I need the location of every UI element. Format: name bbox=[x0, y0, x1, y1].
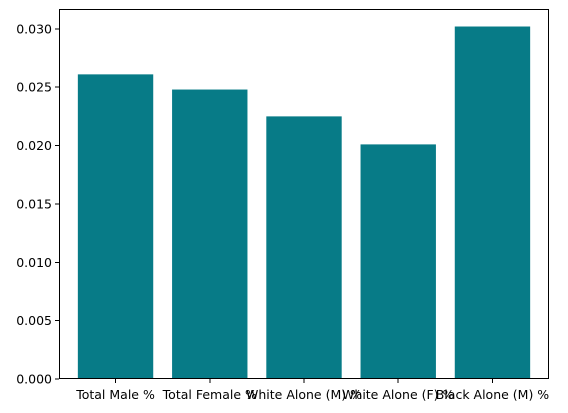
y-tick-label: 0.030 bbox=[16, 21, 52, 36]
x-axis-ticks: Total Male % Total Female %White Alone (M… bbox=[75, 379, 549, 402]
bar-white-alone-f bbox=[360, 144, 436, 379]
y-tick-label: 0.020 bbox=[16, 138, 52, 153]
y-tick-label: 0.005 bbox=[16, 313, 52, 328]
y-tick-label: 0.010 bbox=[16, 255, 52, 270]
x-tick-label: Black Alone (M) % bbox=[436, 387, 550, 402]
x-tick-label: White Alone (F) % bbox=[342, 387, 454, 402]
bar-black-alone-m bbox=[454, 26, 531, 380]
bar-white-alone-m bbox=[266, 116, 342, 379]
y-axis-ticks: 0.000 0.005 0.010 0.015 0.020 0.025 0.030 bbox=[16, 21, 59, 387]
plot-frame bbox=[59, 9, 549, 379]
y-tick-label: 0.000 bbox=[16, 372, 52, 387]
x-tick-label: Total Female % bbox=[162, 387, 257, 402]
y-tick-label: 0.015 bbox=[16, 196, 52, 211]
bar-total-female bbox=[172, 89, 248, 379]
x-tick-label: Total Male % bbox=[75, 387, 155, 402]
y-tick-label: 0.025 bbox=[16, 80, 52, 95]
x-tick-label: White Alone (M) % bbox=[246, 387, 362, 402]
bars-group bbox=[77, 26, 531, 380]
bar-total-male bbox=[77, 74, 154, 379]
